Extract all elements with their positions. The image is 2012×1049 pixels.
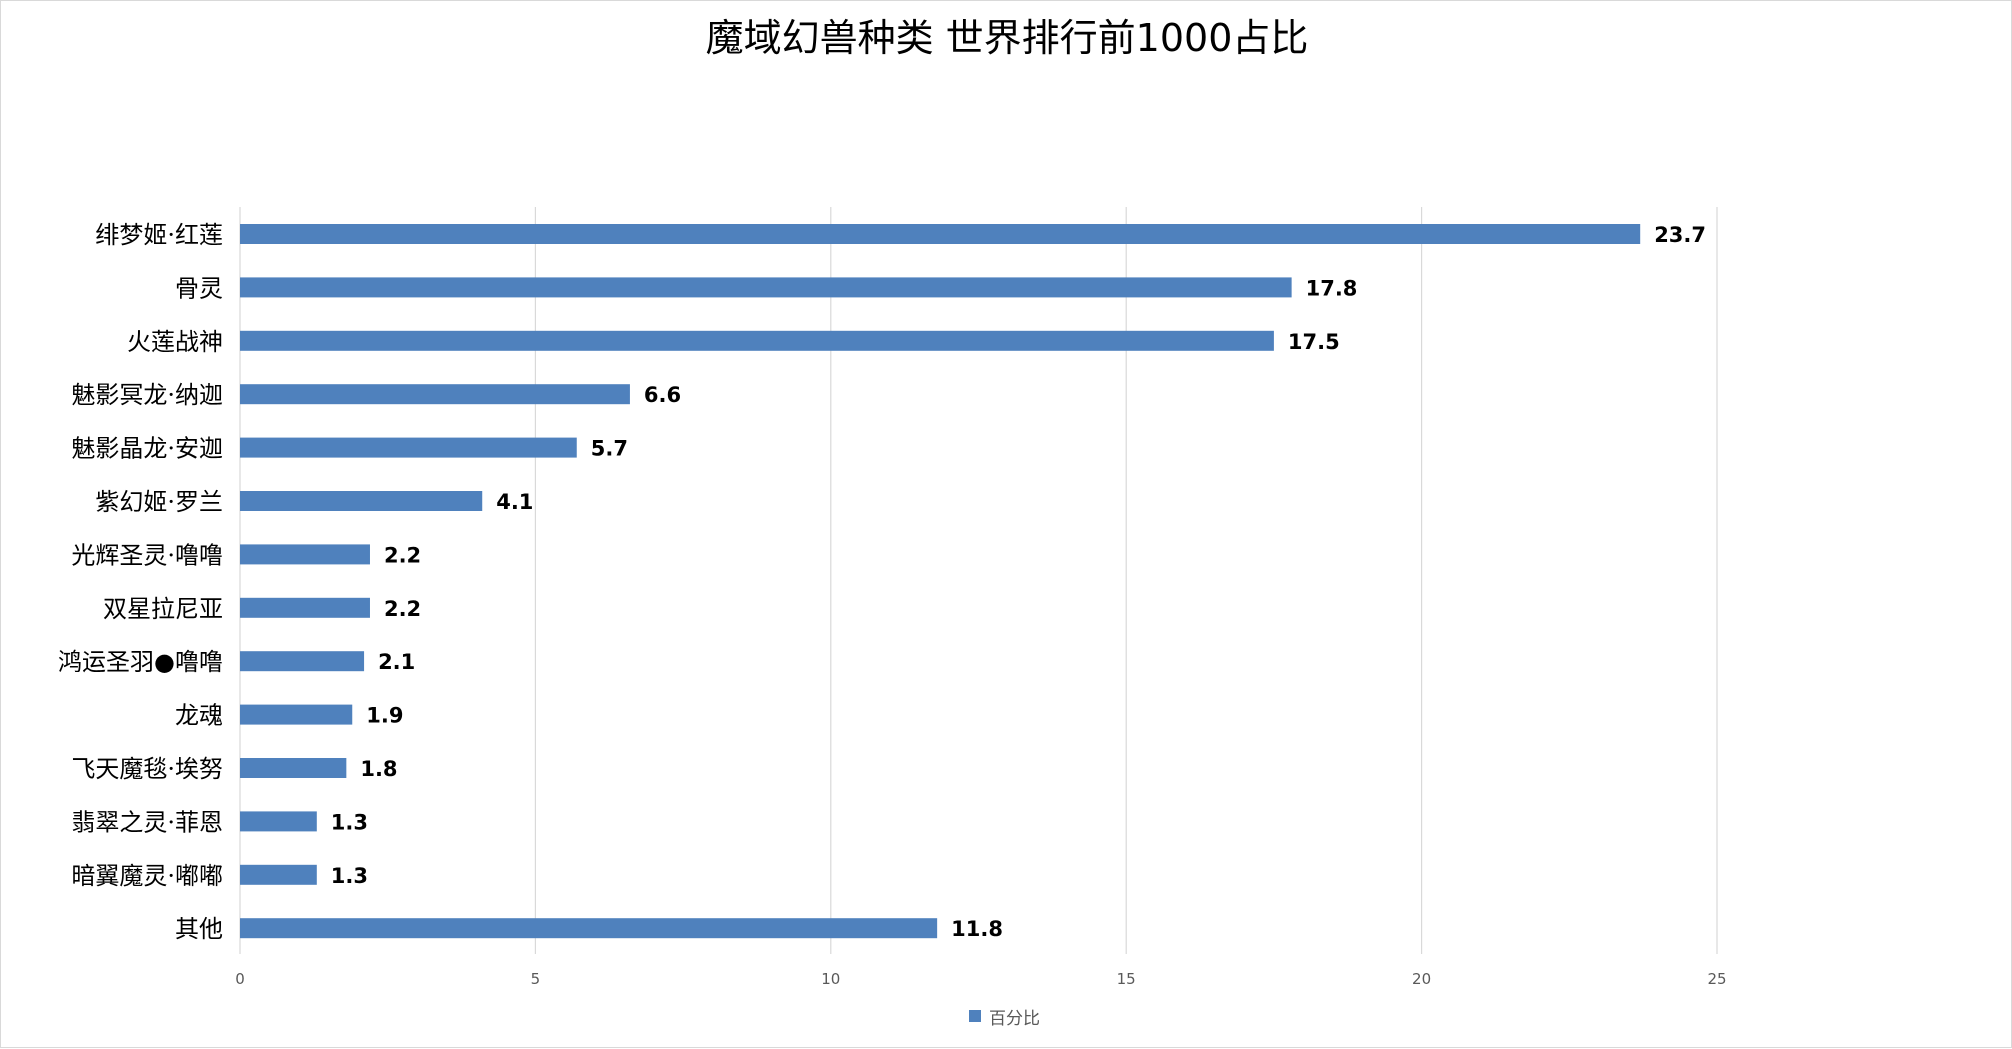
bar <box>240 277 1292 298</box>
category-label: 暗翼魔灵·嘟嘟 <box>71 862 223 890</box>
data-label: 1.9 <box>366 704 403 728</box>
bar <box>240 437 577 458</box>
legend-label: 百分比 <box>989 1009 1040 1029</box>
bar <box>240 224 1641 244</box>
data-label: 2.2 <box>384 597 421 621</box>
data-label: 2.2 <box>384 543 421 567</box>
bar <box>240 544 370 565</box>
category-label: 火莲战神 <box>127 328 223 356</box>
grid-lines <box>239 207 1718 954</box>
bar <box>240 491 483 511</box>
category-axis: 绯梦姬·红莲骨灵火莲战神魅影冥龙·纳迦魅影晶龙·安迦紫幻姬·罗兰光辉圣灵·噜噜双… <box>58 221 223 943</box>
legend: 百分比 <box>969 1009 1040 1029</box>
data-label: 1.3 <box>331 864 368 888</box>
bar <box>240 597 370 618</box>
data-label: 5.7 <box>591 437 628 461</box>
data-label: 1.3 <box>331 810 368 834</box>
data-label: 17.5 <box>1288 330 1340 354</box>
category-label: 骨灵 <box>175 274 223 302</box>
data-label: 6.6 <box>644 383 681 407</box>
category-label: 魅影晶龙·安迦 <box>71 435 223 463</box>
category-label: 双星拉尼亚 <box>103 595 223 623</box>
category-label: 飞天魔毯·埃努 <box>71 755 223 783</box>
bar <box>240 918 938 939</box>
chart-title: 魔域幻兽种类 世界排行前1000占比 <box>706 16 1309 60</box>
data-label: 17.8 <box>1306 276 1358 300</box>
bar <box>240 704 353 725</box>
data-label: 23.7 <box>1654 223 1706 247</box>
x-tick-label: 20 <box>1412 970 1431 988</box>
bar <box>240 330 1274 351</box>
bar <box>240 651 365 672</box>
data-label: 11.8 <box>951 917 1003 941</box>
category-label: 其他 <box>175 915 223 943</box>
x-tick-label: 10 <box>821 970 840 988</box>
category-label: 鸿运圣羽●噜噜 <box>58 648 223 676</box>
data-label: 2.1 <box>378 650 415 674</box>
bar <box>240 811 317 832</box>
category-label: 魅影冥龙·纳迦 <box>71 381 223 409</box>
x-tick-label: 5 <box>531 970 541 988</box>
bar <box>240 864 317 885</box>
data-label: 4.1 <box>496 490 533 514</box>
data-label: 1.8 <box>360 757 397 781</box>
legend-swatch <box>969 1010 981 1022</box>
category-label: 紫幻姬·罗兰 <box>95 488 223 516</box>
x-tick-label: 0 <box>235 970 245 988</box>
value-axis: 0 5 10 15 20 25 <box>235 970 1726 988</box>
category-label: 绯梦姬·红莲 <box>95 221 223 249</box>
bar <box>240 758 347 778</box>
x-tick-label: 15 <box>1117 970 1136 988</box>
category-label: 光辉圣灵·噜噜 <box>71 541 223 569</box>
x-tick-label: 25 <box>1707 970 1726 988</box>
category-label: 龙魂 <box>175 702 223 730</box>
bar <box>240 384 630 405</box>
bar-series: 23.7 17.8 17.5 6.6 5.7 4.1 2.2 2.2 2.1 1.9 1.8 1.3 1… <box>240 223 1706 941</box>
category-label: 翡翠之灵·菲恩 <box>71 808 223 836</box>
